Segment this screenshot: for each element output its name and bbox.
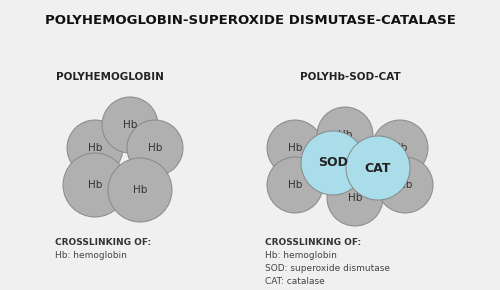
Text: CROSSLINKING OF:: CROSSLINKING OF: bbox=[55, 238, 151, 247]
Text: POLYHEMOGLOBIN: POLYHEMOGLOBIN bbox=[56, 72, 164, 82]
Text: Hb: Hb bbox=[393, 143, 407, 153]
Text: CAT: CAT bbox=[365, 162, 391, 175]
Circle shape bbox=[327, 170, 383, 226]
Circle shape bbox=[127, 120, 183, 176]
Text: POLYHEMOGLOBIN-SUPEROXIDE DISMUTASE-CATALASE: POLYHEMOGLOBIN-SUPEROXIDE DISMUTASE-CATA… bbox=[44, 14, 456, 27]
Text: Hb: Hb bbox=[88, 180, 102, 190]
Text: Hb: Hb bbox=[288, 180, 302, 190]
Circle shape bbox=[63, 153, 127, 217]
Circle shape bbox=[377, 157, 433, 213]
Circle shape bbox=[372, 120, 428, 176]
Circle shape bbox=[267, 157, 323, 213]
Circle shape bbox=[108, 158, 172, 222]
Circle shape bbox=[301, 131, 365, 195]
Text: Hb: hemoglobin: Hb: hemoglobin bbox=[265, 251, 337, 260]
Text: Hb: Hb bbox=[123, 120, 137, 130]
Text: POLYHb-SOD-CAT: POLYHb-SOD-CAT bbox=[300, 72, 400, 82]
Text: Hb: Hb bbox=[288, 143, 302, 153]
Text: CROSSLINKING OF:: CROSSLINKING OF: bbox=[265, 238, 361, 247]
Text: Hb: Hb bbox=[133, 185, 147, 195]
Circle shape bbox=[102, 97, 158, 153]
Text: Hb: hemoglobin: Hb: hemoglobin bbox=[55, 251, 127, 260]
Text: Hb: Hb bbox=[88, 143, 102, 153]
Text: Hb: Hb bbox=[148, 143, 162, 153]
Text: Hb: Hb bbox=[398, 180, 412, 190]
Text: CAT: catalase: CAT: catalase bbox=[265, 277, 325, 286]
Circle shape bbox=[267, 120, 323, 176]
Text: SOD: superoxide dismutase: SOD: superoxide dismutase bbox=[265, 264, 390, 273]
Text: Hb: Hb bbox=[338, 130, 352, 140]
Circle shape bbox=[317, 107, 373, 163]
Circle shape bbox=[67, 120, 123, 176]
Text: Hb: Hb bbox=[348, 193, 362, 203]
Circle shape bbox=[346, 136, 410, 200]
Text: SOD: SOD bbox=[318, 157, 348, 169]
